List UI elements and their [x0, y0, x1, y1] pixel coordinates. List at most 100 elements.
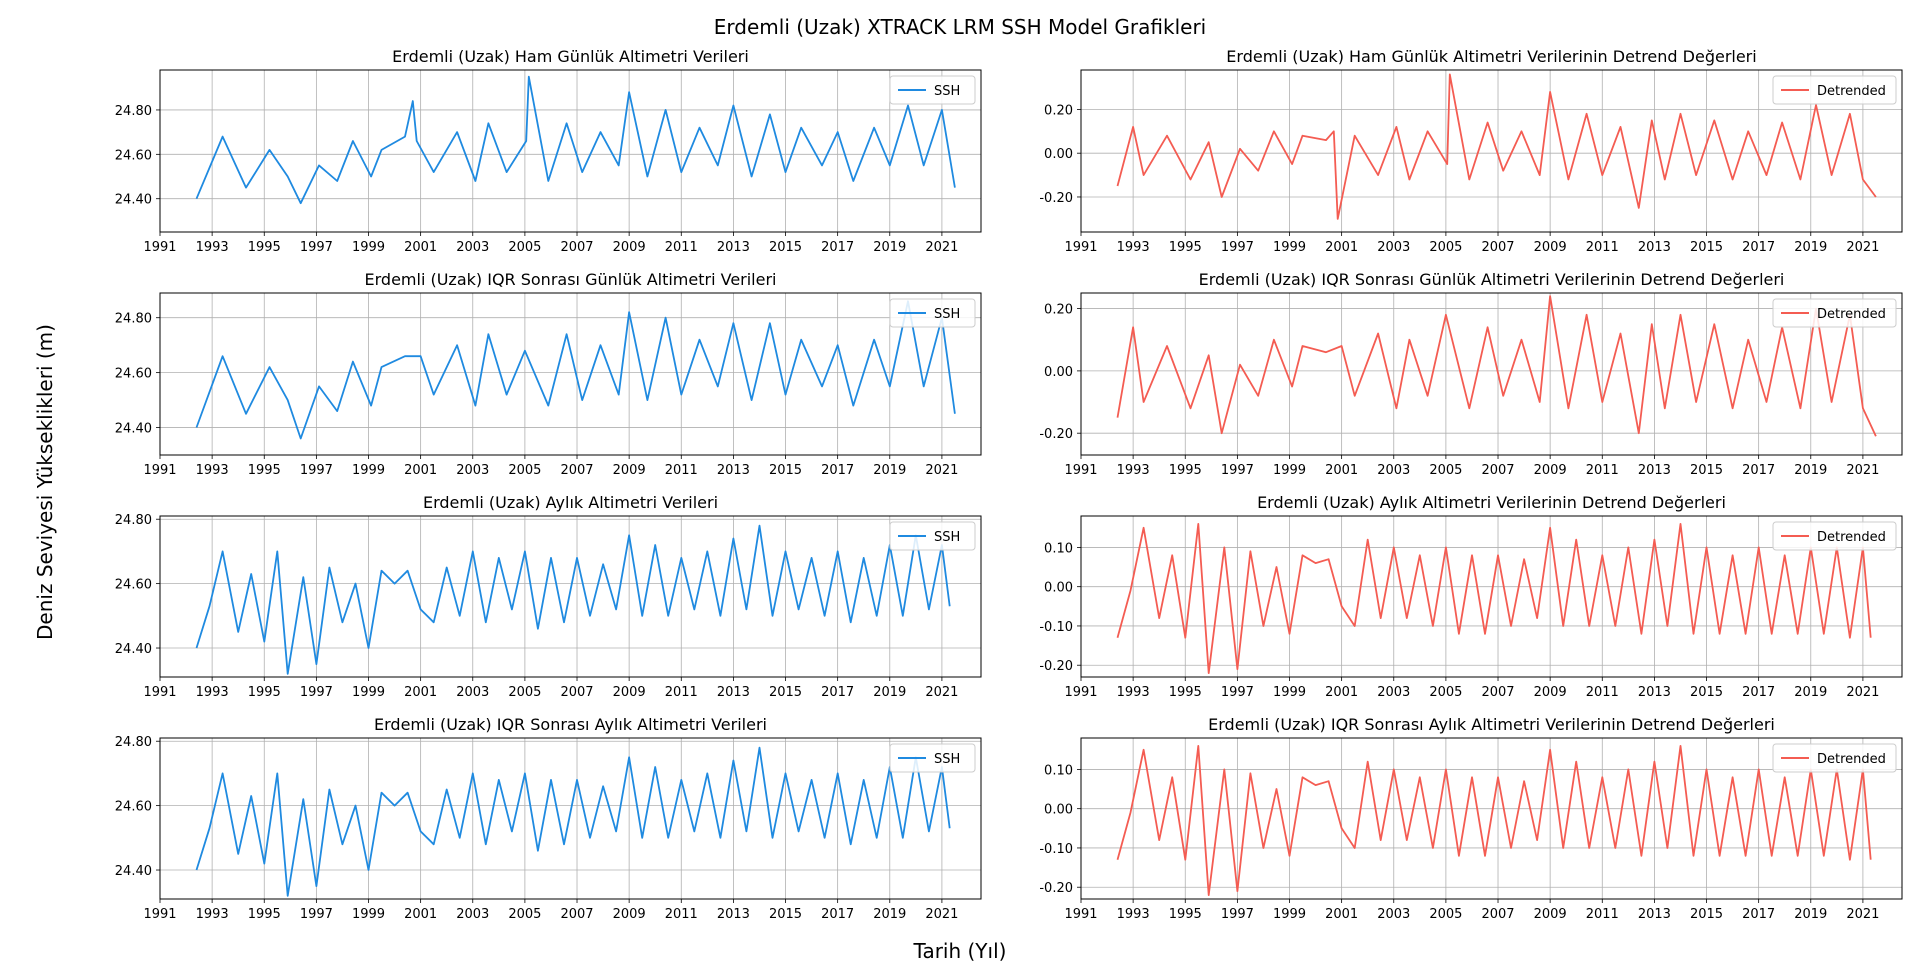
x-tick-label: 2009: [1534, 240, 1567, 255]
x-tick-label: 1997: [1221, 907, 1254, 922]
x-tick-label: 1997: [300, 240, 333, 255]
x-tick-label: 2009: [613, 685, 646, 700]
legend-box: [889, 743, 976, 773]
x-tick-label: 2003: [456, 463, 489, 478]
x-tick-label: 2015: [769, 685, 802, 700]
x-tick-label: 2003: [1377, 240, 1410, 255]
x-tick-label: 2019: [873, 240, 906, 255]
series-line-ssh: [195, 75, 956, 205]
subplot-title: Erdemli (Uzak) IQR Sonrası Aylık Altimet…: [1208, 715, 1775, 734]
axes-frame: [1080, 737, 1903, 900]
axes-frame: [1080, 292, 1903, 456]
x-tick-label: 2017: [1742, 907, 1775, 922]
x-tick-label: 2001: [1325, 685, 1358, 700]
x-tick-label: 1995: [1169, 685, 1202, 700]
y-tick-label: 24.60: [115, 367, 152, 382]
x-tick-label: 2017: [1742, 685, 1775, 700]
subplot-5: Erdemli (Uzak) Aylık Altimetri Verileri 1…: [115, 493, 982, 700]
y-tick-label: 0.00: [1044, 803, 1073, 818]
x-tick-label: 2019: [1794, 907, 1827, 922]
axes-frame: [159, 515, 982, 678]
x-tick-label: 2013: [717, 685, 750, 700]
subplot-4: Erdemli (Uzak) IQR Sonrası Günlük Altime…: [1039, 270, 1903, 478]
x-tick-label: 2007: [1481, 907, 1514, 922]
x-tick-label: 2009: [613, 240, 646, 255]
subplot-3: Erdemli (Uzak) IQR Sonrası Günlük Altime…: [115, 270, 982, 478]
x-tick-label: 2013: [1638, 685, 1671, 700]
x-tick-label: 2017: [821, 907, 854, 922]
legend-label: SSH: [934, 530, 960, 545]
panels: Erdemli (Uzak) Ham Günlük Altimetri Veri…: [115, 47, 1903, 922]
x-tick-label: 2011: [665, 240, 698, 255]
x-tick-label: 2003: [1377, 685, 1410, 700]
x-tick-label: 2005: [1429, 463, 1462, 478]
x-tick-label: 2011: [1586, 240, 1619, 255]
x-tick-label: 2021: [925, 463, 958, 478]
y-tick-label: 24.80: [115, 312, 152, 327]
x-tick-label: 2015: [769, 463, 802, 478]
x-tick-label: 1991: [1064, 463, 1097, 478]
x-tick-label: 2005: [1429, 240, 1462, 255]
x-tick-label: 1995: [1169, 240, 1202, 255]
x-tick-label: 2007: [560, 907, 593, 922]
x-tick-label: 2021: [925, 240, 958, 255]
x-tick-label: 1991: [143, 240, 176, 255]
x-tick-label: 2019: [873, 907, 906, 922]
y-tick-label: 24.60: [115, 578, 152, 593]
x-tick-label: 2019: [1794, 240, 1827, 255]
figure-ylabel: Deniz Seviyesi Yükseklikleri (m): [33, 324, 57, 640]
y-tick-label: 24.60: [115, 148, 152, 163]
x-tick-label: 2015: [1690, 685, 1723, 700]
x-tick-label: 2013: [717, 463, 750, 478]
y-tick-label: 24.40: [115, 864, 152, 879]
x-tick-label: 1995: [248, 463, 281, 478]
subplot-2: Erdemli (Uzak) Ham Günlük Altimetri Veri…: [1039, 47, 1903, 255]
y-tick-label: -0.10: [1039, 620, 1073, 635]
x-tick-label: 2019: [1794, 685, 1827, 700]
x-tick-label: 1995: [1169, 907, 1202, 922]
x-tick-label: 1999: [352, 463, 385, 478]
x-tick-label: 2003: [456, 907, 489, 922]
series-line-detrended: [1116, 523, 1872, 674]
x-tick-label: 1997: [300, 685, 333, 700]
x-tick-label: 1991: [1064, 240, 1097, 255]
x-tick-label: 2003: [456, 685, 489, 700]
x-tick-label: 1997: [300, 907, 333, 922]
x-tick-label: 2009: [1534, 907, 1567, 922]
x-tick-label: 1991: [1064, 907, 1097, 922]
legend-label: Detrended: [1817, 84, 1886, 99]
x-tick-label: 2007: [1481, 685, 1514, 700]
x-tick-label: 2015: [769, 240, 802, 255]
x-tick-label: 2009: [613, 907, 646, 922]
y-tick-label: 0.10: [1044, 763, 1073, 778]
y-tick-label: 0.00: [1044, 365, 1073, 380]
x-tick-label: 2013: [1638, 463, 1671, 478]
x-tick-label: 1999: [1273, 907, 1306, 922]
x-tick-label: 2021: [925, 907, 958, 922]
x-tick-label: 2001: [404, 240, 437, 255]
x-tick-label: 1993: [1117, 685, 1150, 700]
series-line-detrended: [1116, 73, 1877, 220]
x-tick-label: 1993: [1117, 463, 1150, 478]
x-tick-label: 2007: [1481, 240, 1514, 255]
x-tick-label: 2019: [1794, 463, 1827, 478]
y-tick-label: -0.20: [1039, 191, 1073, 206]
x-tick-label: 2017: [821, 685, 854, 700]
x-tick-label: 1993: [196, 240, 229, 255]
x-tick-label: 2015: [1690, 907, 1723, 922]
subplot-6: Erdemli (Uzak) Aylık Altimetri Verilerin…: [1039, 493, 1903, 700]
subplot-7: Erdemli (Uzak) IQR Sonrası Aylık Altimet…: [115, 715, 982, 922]
x-tick-label: 1993: [1117, 240, 1150, 255]
x-tick-label: 1995: [248, 907, 281, 922]
y-tick-label: -0.20: [1039, 881, 1073, 896]
subplot-1: Erdemli (Uzak) Ham Günlük Altimetri Veri…: [115, 47, 982, 255]
x-tick-label: 1997: [1221, 685, 1254, 700]
x-tick-label: 1997: [1221, 463, 1254, 478]
legend-box: [889, 298, 976, 328]
x-tick-label: 2013: [717, 240, 750, 255]
y-tick-label: -0.20: [1039, 659, 1073, 674]
axes-frame: [159, 737, 982, 900]
x-tick-label: 2021: [925, 685, 958, 700]
x-tick-label: 2007: [560, 240, 593, 255]
